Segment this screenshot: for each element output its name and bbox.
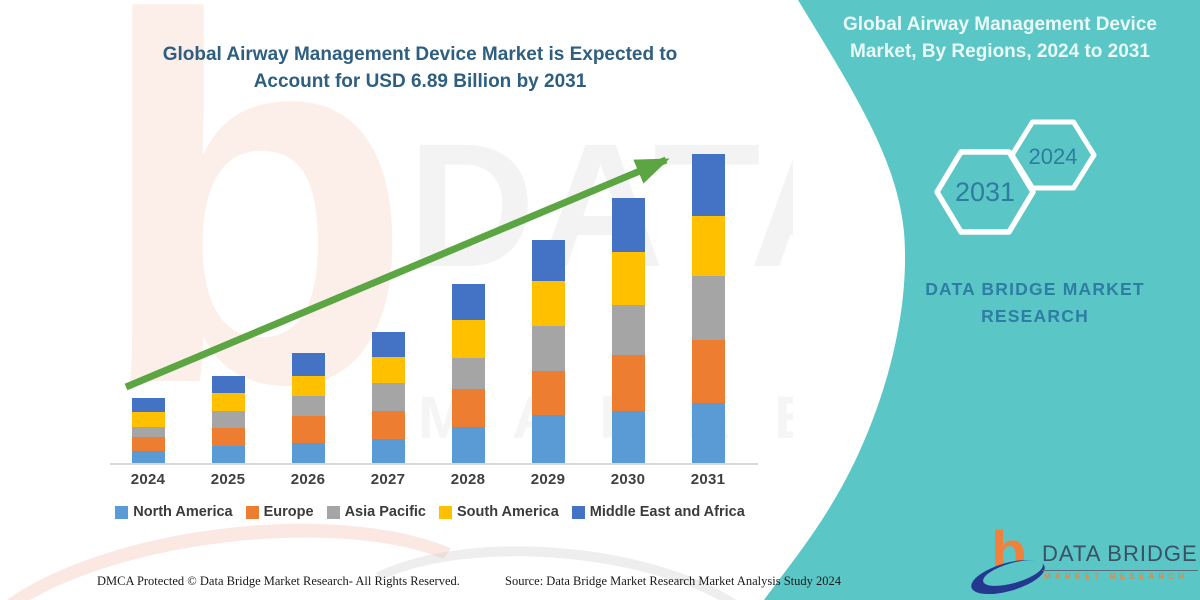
bar-segment-europe bbox=[611, 354, 645, 412]
panel-heading: Global Airway Management Device Market, … bbox=[843, 14, 1157, 62]
hexagon-2031-label: 2031 bbox=[954, 177, 1016, 207]
growth-arrow bbox=[124, 156, 670, 391]
bar-2025 bbox=[211, 376, 245, 463]
bar-segment-south-america bbox=[211, 393, 245, 412]
bar-segment-middle-east-and-africa bbox=[291, 352, 325, 376]
x-axis-label-2024: 2024 bbox=[130, 471, 166, 488]
bar-2030 bbox=[611, 198, 645, 463]
decorative-arc-gray bbox=[322, 528, 788, 600]
bar-segment-north-america bbox=[451, 427, 485, 463]
bar-segment-south-america bbox=[371, 357, 405, 383]
bar-segment-middle-east-and-africa bbox=[131, 398, 165, 412]
legend-swatch-north-america bbox=[115, 505, 129, 519]
bar-2031 bbox=[691, 154, 725, 463]
x-axis-label-2031: 2031 bbox=[690, 471, 726, 488]
bar-segment-middle-east-and-africa bbox=[531, 239, 565, 282]
watermark-marketresearch: MARKET RESEARCH bbox=[418, 384, 793, 451]
bar-segment-south-america bbox=[451, 320, 485, 359]
chart-legend: North America Europe Asia Pacific South Ame… bbox=[60, 504, 800, 520]
chart-title-line1: Global Airway Management Device Market i… bbox=[162, 44, 678, 65]
footer-copyright: DMCA Protected © Data Bridge Market Rese… bbox=[97, 574, 460, 588]
bar-2027 bbox=[371, 331, 405, 463]
bar-segment-north-america bbox=[611, 411, 645, 463]
watermark-databridge: DATA BRIDGE bbox=[408, 108, 793, 304]
bar-segment-europe bbox=[371, 410, 405, 439]
logo-name: DATA BRIDGE bbox=[1042, 541, 1198, 571]
x-axis-label-2026: 2026 bbox=[290, 471, 326, 488]
legend-item-middle-east-and-africa: Middle East and Africa bbox=[571, 504, 745, 520]
x-axis-label-2029: 2029 bbox=[530, 471, 566, 488]
legend-swatch-asia-pacific bbox=[326, 505, 340, 519]
footer-source: Source: Data Bridge Market Research Mark… bbox=[505, 574, 842, 588]
legend-item-south-america: South America bbox=[439, 504, 559, 520]
bar-segment-south-america bbox=[131, 411, 165, 427]
legend-item-asia-pacific: Asia Pacific bbox=[326, 504, 426, 520]
x-axis-label-2028: 2028 bbox=[450, 471, 486, 488]
bar-segment-asia-pacific bbox=[451, 358, 485, 390]
legend-item-europe: Europe bbox=[245, 504, 314, 520]
bar-segment-asia-pacific bbox=[211, 411, 245, 429]
watermark-marketresearch: MARKET RESEARCH bbox=[418, 384, 1200, 451]
legend-swatch-europe bbox=[245, 505, 259, 519]
bar-segment-asia-pacific bbox=[291, 395, 325, 416]
x-axis-label-2027: 2027 bbox=[370, 471, 406, 488]
bar-segment-north-america bbox=[211, 446, 245, 463]
legend-swatch-middle-east-and-africa bbox=[571, 505, 585, 519]
bar-segment-asia-pacific bbox=[691, 275, 725, 340]
bar-segment-north-america bbox=[691, 402, 725, 463]
dbmr-logo-icon: b bbox=[971, 522, 1045, 595]
bar-segment-middle-east-and-africa bbox=[451, 284, 485, 321]
bar-segment-middle-east-and-africa bbox=[211, 376, 245, 394]
x-axis-label-2030: 2030 bbox=[610, 471, 646, 488]
bar-segment-europe bbox=[531, 371, 565, 415]
panel-brand-text: DATA BRIDGE MARKET RESEARCH bbox=[925, 279, 1145, 327]
legend-item-north-america: North America bbox=[115, 504, 233, 520]
bar-segment-europe bbox=[291, 415, 325, 443]
bar-segment-middle-east-and-africa bbox=[691, 154, 725, 216]
bar-segment-asia-pacific bbox=[131, 426, 165, 437]
bar-segment-europe bbox=[211, 428, 245, 447]
bar-segment-asia-pacific bbox=[371, 382, 405, 411]
x-axis-line bbox=[110, 463, 758, 465]
hexagon-2024-label: 2024 bbox=[1028, 144, 1078, 169]
legend-swatch-south-america bbox=[439, 505, 452, 519]
x-axis-label-2025: 2025 bbox=[210, 471, 246, 488]
legend-label: North America bbox=[133, 504, 233, 520]
legend-label: Europe bbox=[263, 504, 314, 520]
bar-segment-europe bbox=[691, 339, 725, 403]
bar-2028 bbox=[451, 284, 485, 463]
bar-segment-asia-pacific bbox=[531, 326, 565, 372]
legend-label: Middle East and Africa bbox=[589, 504, 745, 520]
legend-label: South America bbox=[457, 504, 559, 520]
bar-segment-south-america bbox=[691, 215, 725, 276]
bar-segment-middle-east-and-africa bbox=[611, 198, 645, 252]
bar-segment-europe bbox=[451, 389, 485, 428]
bar-segment-south-america bbox=[611, 251, 645, 305]
bar-segment-europe bbox=[131, 436, 165, 452]
bar-segment-south-america bbox=[531, 281, 565, 327]
bar-segment-south-america bbox=[291, 375, 325, 396]
bar-segment-north-america bbox=[291, 442, 325, 463]
legend-label: Asia Pacific bbox=[344, 504, 426, 520]
bar-segment-north-america bbox=[531, 414, 565, 463]
bar-2026 bbox=[291, 352, 325, 463]
bar-segment-north-america bbox=[371, 438, 405, 463]
logo-tagline: MARKET RESEARCH bbox=[1044, 572, 1189, 581]
bar-segment-middle-east-and-africa bbox=[371, 331, 405, 358]
chart-title: Global Airway Management Device Market i… bbox=[110, 42, 730, 96]
chart-title-line2: Account for USD 6.89 Billion by 2031 bbox=[253, 70, 587, 92]
bar-segment-north-america bbox=[131, 451, 165, 463]
bar-segment-asia-pacific bbox=[611, 304, 645, 355]
bar-2024 bbox=[131, 398, 165, 463]
bar-2029 bbox=[531, 239, 565, 463]
